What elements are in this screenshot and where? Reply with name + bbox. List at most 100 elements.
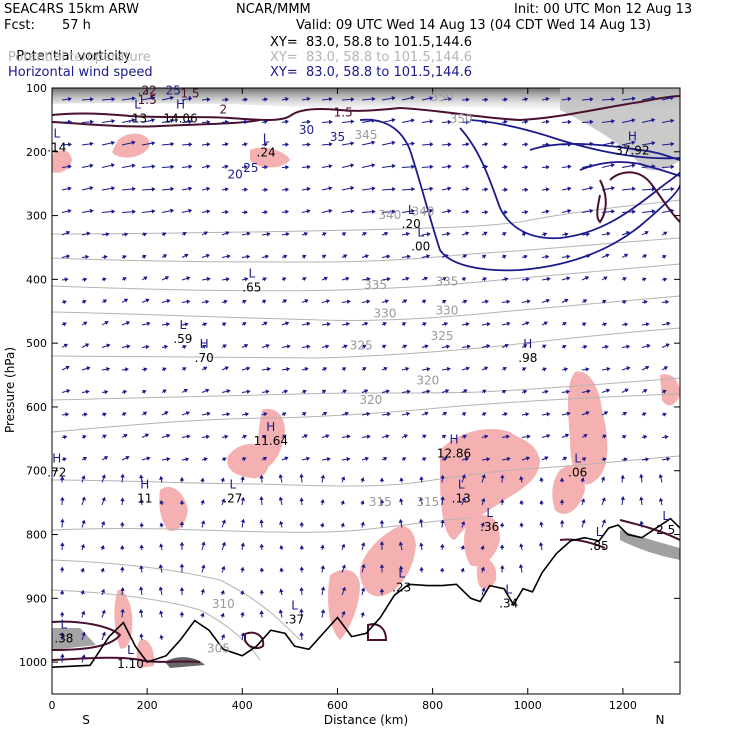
- wind-vector-head: [461, 474, 466, 479]
- wind-vector-head: [60, 542, 65, 547]
- wind-vector-head: [240, 476, 245, 481]
- wind-vector-head: [285, 142, 290, 147]
- wind-vector-head: [206, 276, 211, 282]
- wind-vector-head: [345, 321, 350, 327]
- wind-vector-head: [670, 186, 675, 192]
- wind-vector-head: [461, 277, 467, 282]
- legend-wind-speed-xy: XY= 83.0, 58.8 to 101.5,144.6: [270, 65, 473, 80]
- wind-vector-head: [278, 496, 284, 501]
- wind-vector-head: [142, 254, 147, 259]
- wind-vector-head: [522, 367, 527, 372]
- wind-vector-head: [602, 434, 607, 439]
- wind-vector-head: [426, 366, 431, 372]
- pv-shading-surface: [165, 657, 205, 668]
- wind-vector: [682, 122, 692, 123]
- wind-vector-head: [583, 344, 588, 350]
- wind-vector-head: [399, 565, 404, 570]
- wind-vector-head: [111, 209, 116, 214]
- legend-potential-temperature: Potential temperature: [8, 50, 151, 65]
- wind-vector-head: [143, 367, 148, 372]
- wind-vector-head: [545, 96, 550, 102]
- wind-vector-head: [59, 476, 65, 480]
- wind-vector-head: [684, 256, 687, 259]
- wind-vector-head: [445, 389, 450, 394]
- wind-vector-head: [162, 232, 167, 237]
- wind-vector-head: [83, 412, 88, 417]
- y-tick-label: 400: [26, 273, 47, 286]
- wind-vector-head: [465, 164, 470, 169]
- wind-vector-head: [279, 567, 284, 572]
- wind-vector-head: [361, 542, 366, 547]
- wind-vector-head: [158, 586, 164, 591]
- pv-shading-ridge: [620, 530, 680, 560]
- wind-contour-label: 30: [299, 123, 314, 137]
- wind-vector-head: [246, 366, 251, 371]
- pv-contour-label: 1.5: [180, 87, 199, 101]
- wind-vector-head: [625, 231, 631, 236]
- wind-vector-head: [392, 186, 396, 192]
- wind-vector-head: [360, 521, 365, 526]
- wind-vector-head: [186, 299, 191, 304]
- wind-vector-head: [263, 97, 269, 102]
- wind-vector-head: [567, 96, 572, 102]
- wind-contour-label: 25: [243, 161, 258, 175]
- extremum-type: H: [176, 98, 185, 112]
- theta-contour-label: 330: [374, 307, 397, 321]
- wind-vector-head: [259, 610, 264, 615]
- wind-vector-head: [670, 141, 675, 147]
- y-axis-ticks: 100 200 300 400 500 600 700 800 900 1000: [19, 82, 680, 669]
- wind-vector-head: [102, 412, 107, 417]
- wind-vector-head: [483, 231, 488, 236]
- extremum-type: L: [61, 618, 68, 632]
- wind-vector-head: [328, 119, 333, 125]
- extremum-value: 37.92: [615, 144, 649, 158]
- wind-vector-head: [145, 344, 150, 350]
- wind-vector-head: [225, 231, 230, 236]
- wind-vector-head: [220, 589, 225, 595]
- wind-vector-head: [284, 97, 289, 102]
- wind-vector-head: [102, 299, 108, 304]
- theta-contour-label: 325: [350, 339, 373, 353]
- wind-vector-head: [320, 586, 326, 591]
- wind-vector-head: [244, 187, 249, 192]
- wind-vector-head: [685, 413, 687, 416]
- wind-vector-head: [266, 231, 271, 237]
- wind-vector-head: [62, 457, 67, 462]
- wind-vector-head: [586, 389, 591, 394]
- wind-vector-head: [522, 344, 528, 349]
- wind-vector-head: [186, 434, 191, 439]
- wind-vector-head: [447, 186, 452, 191]
- wind-vector-head: [262, 299, 267, 304]
- wind-vector-head: [391, 163, 396, 169]
- wind-vector: [682, 344, 688, 347]
- wind-vector-head: [362, 232, 367, 236]
- wind-vector-head: [371, 140, 376, 145]
- wind-vector-head: [623, 457, 628, 462]
- wind-vector-head: [111, 118, 116, 124]
- wind-vector-head: [687, 457, 690, 460]
- wind-vector-head: [222, 344, 227, 349]
- theta-contour-label: 350: [431, 90, 454, 104]
- theta-contour-label: 305: [207, 642, 230, 656]
- wind-vector-head: [201, 541, 206, 546]
- wind-vector-head: [524, 165, 529, 170]
- wind-vector-head: [224, 164, 229, 169]
- wind-vector-head: [85, 254, 90, 260]
- wind-vector-head: [186, 276, 191, 281]
- wind-vector-head: [120, 497, 125, 502]
- wind-vector-head: [644, 231, 649, 235]
- wind-vector-head: [166, 322, 171, 327]
- wind-vector-head: [679, 501, 680, 503]
- wind-vector-head: [366, 411, 371, 417]
- wind-vector-head: [286, 344, 291, 349]
- wind-vector-head: [120, 587, 125, 591]
- wind-vector-head: [322, 254, 327, 259]
- wind-vector-head: [462, 412, 467, 417]
- pv-contour-label: .22: [138, 83, 157, 97]
- wind-vector-head: [545, 298, 551, 304]
- wind-vector-head: [564, 367, 569, 372]
- wind-vector-head: [602, 299, 607, 304]
- wind-vector-head: [410, 95, 415, 101]
- extremum-value: .59: [173, 332, 192, 346]
- wind-vector-head: [342, 367, 347, 372]
